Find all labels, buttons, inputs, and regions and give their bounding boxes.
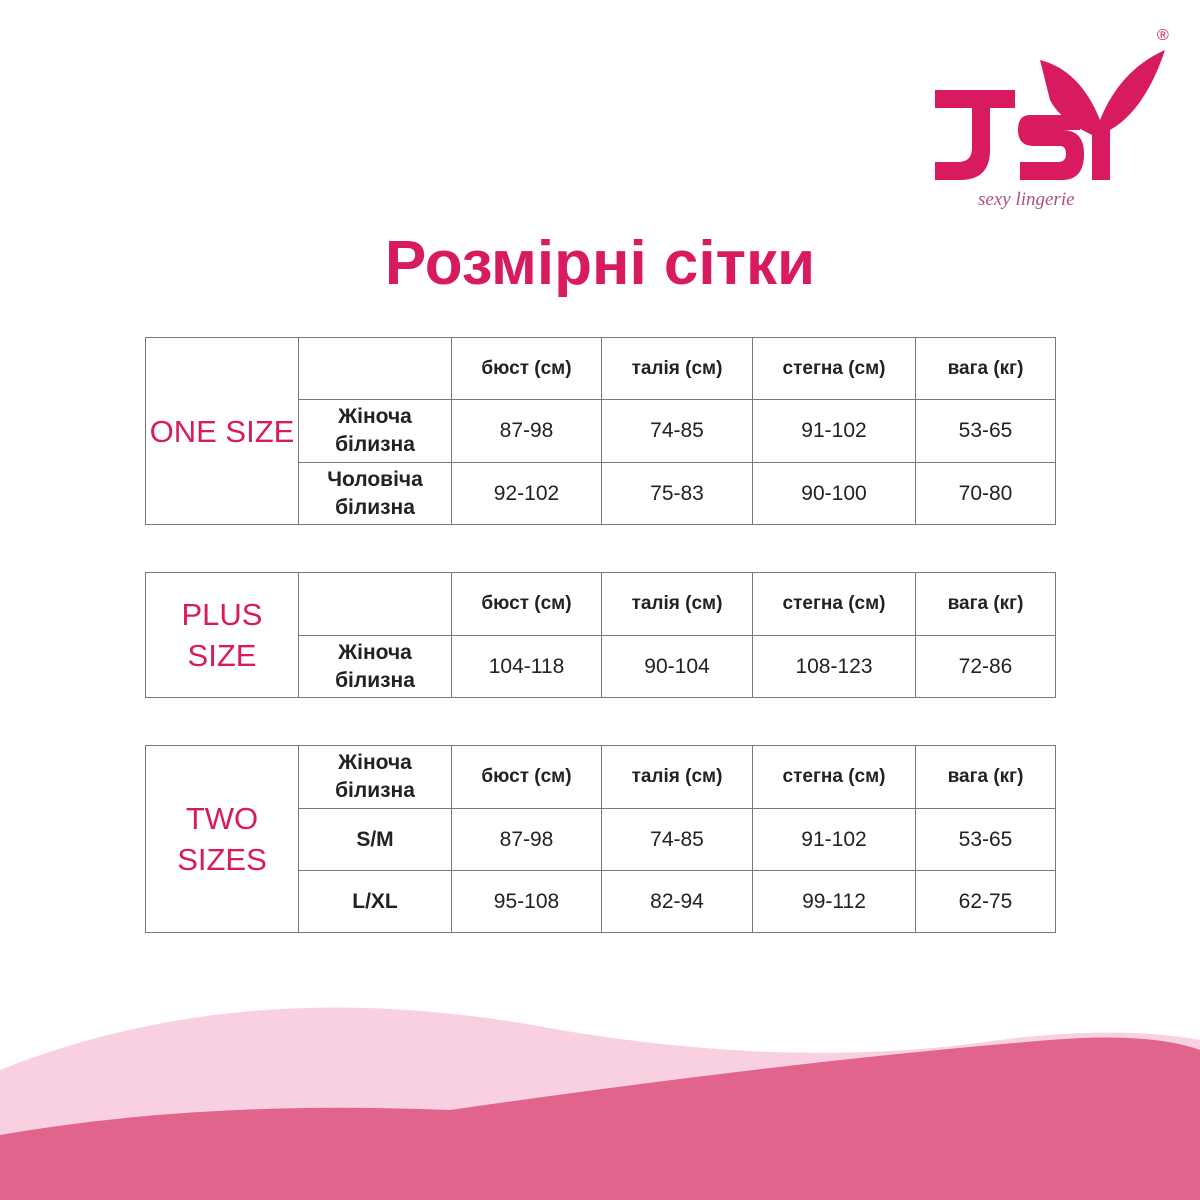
cell: 90-100 [752,462,916,525]
corner-cell [298,337,452,400]
cell: 74-85 [601,808,753,871]
cell: 72-86 [915,635,1056,698]
cell: 74-85 [601,399,753,463]
two-sizes-table: TWO SIZES Жіноча білизна бюст (см) талія (… [145,745,1056,933]
jsy-logo: ® sexy lingerie [935,27,1169,210]
col-header: стегна (см) [752,337,916,400]
table-row: Жіноча білизна 104-118 90-104 108-123 72-86 [146,635,1056,698]
logo-tagline: sexy lingerie [978,189,1075,210]
col-header: талія (см) [601,745,753,809]
cell: 90-104 [601,635,753,698]
row-label: L/XL [298,870,452,933]
col-header: бюст (см) [451,572,602,636]
col-header: бюст (см) [451,337,602,400]
col-header: бюст (см) [451,745,602,809]
cell: 82-94 [601,870,753,933]
col-header: стегна (см) [752,572,916,636]
cell: 108-123 [752,635,916,698]
row-label: Жіноча білизна [298,635,452,698]
one-size-table: ONE SIZE бюст (см) талія (см) стегна (см) в… [145,337,1056,525]
cell: 92-102 [451,462,602,525]
cell: 70-80 [915,462,1056,525]
cell: 91-102 [752,808,916,871]
plus-size-table: PLUS SIZE бюст (см) талія (см) стегна (см)… [145,572,1056,698]
registered-mark: ® [1157,27,1169,44]
table-row: L/XL 95-108 82-94 99-112 62-75 [146,870,1056,933]
corner-cell [298,572,452,636]
table-row: Жіноча білизна 87-98 74-85 91-102 53-65 [146,399,1056,463]
col-header: талія (см) [601,337,753,400]
cell: 91-102 [752,399,916,463]
group-label: PLUS SIZE [145,572,299,698]
col-header: вага (кг) [915,572,1056,636]
cell: 62-75 [915,870,1056,933]
cell: 87-98 [451,808,602,871]
page-title: Розмірні сітки [384,229,816,298]
cell: 95-108 [451,870,602,933]
row-label: Жіноча білизна [298,399,452,463]
cell: 75-83 [601,462,753,525]
table-row: S/M 87-98 74-85 91-102 53-65 [146,808,1056,871]
cell: 87-98 [451,399,602,463]
row-label: S/M [298,808,452,871]
cell: 99-112 [752,870,916,933]
bottom-wave-decoration [0,1007,1200,1200]
row-label: Чоловіча білизна [298,462,452,525]
table-row: Чоловіча білизна 92-102 75-83 90-100 70-80 [146,462,1056,525]
col-header: талія (см) [601,572,753,636]
corner-cell: Жіноча білизна [298,745,452,809]
col-header: вага (кг) [915,745,1056,809]
cell: 53-65 [915,399,1056,463]
cell: 53-65 [915,808,1056,871]
group-label: ONE SIZE [145,337,299,525]
col-header: стегна (см) [752,745,916,809]
col-header: вага (кг) [915,337,1056,400]
cell: 104-118 [451,635,602,698]
group-label: TWO SIZES [145,745,299,933]
